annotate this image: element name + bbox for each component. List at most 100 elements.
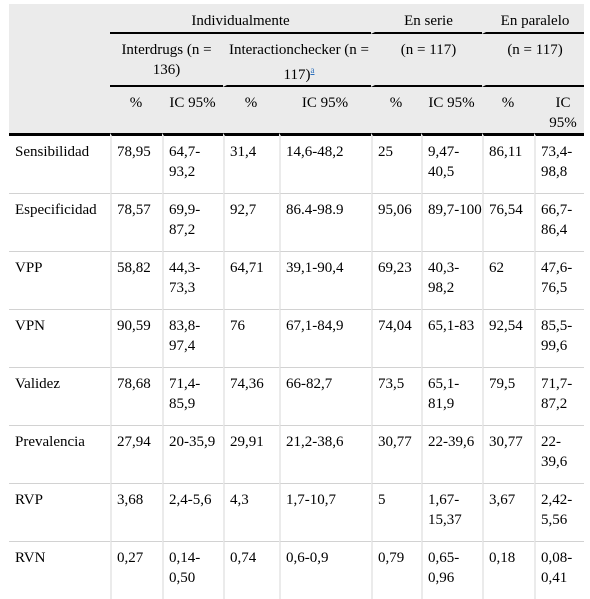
cell: 86,11 <box>482 133 535 193</box>
cell: 27,94 <box>110 425 162 483</box>
header-ic: IC 95% <box>279 87 371 133</box>
cell: 69,9-87,2 <box>162 193 223 251</box>
cell: 65,1-81,9 <box>421 367 483 425</box>
cell: 47,6-76,5 <box>534 251 585 309</box>
cell: 25 <box>371 133 421 193</box>
interactionchecker-label: Interactionchecker (n = 117) <box>228 42 370 83</box>
cell: 62 <box>482 251 535 309</box>
header-pct: % <box>371 87 421 133</box>
cell: 3,67 <box>482 483 535 541</box>
cell: 76 <box>223 309 279 367</box>
cell: 65,1-83 <box>421 309 483 367</box>
cell: 2,4-5,6 <box>162 483 223 541</box>
cell: 66-82,7 <box>279 367 371 425</box>
cell: 64,7-93,2 <box>162 133 223 193</box>
table-row: VPP 58,82 44,3-73,3 64,71 39,1-90,4 69,2… <box>9 251 585 309</box>
page: Individualmente En serie En paralelo Int… <box>9 4 585 599</box>
group-en-serie: En serie <box>371 4 483 34</box>
header-ic: IC 95% <box>421 87 483 133</box>
cell: 74,36 <box>223 367 279 425</box>
cell: 0,14-0,50 <box>162 541 223 599</box>
cell: 30,77 <box>371 425 421 483</box>
cell: 0,18 <box>482 541 535 599</box>
row-label: Validez <box>9 367 110 425</box>
table-row: Sensibilidad 78,95 64,7-93,2 31,4 14,6-4… <box>9 133 585 193</box>
cell: 76,54 <box>482 193 535 251</box>
cell: 0,74 <box>223 541 279 599</box>
row-label: RVN <box>9 541 110 599</box>
header-interdrugs: Interdrugs (n = 136) <box>110 34 223 87</box>
row-label: Especificidad <box>9 193 110 251</box>
header-paralelo-n: (n = 117) <box>482 34 585 87</box>
cell: 83,8-97,4 <box>162 309 223 367</box>
cell: 22-39,6 <box>421 425 483 483</box>
cell: 14,6-48,2 <box>279 133 371 193</box>
cell: 0,27 <box>110 541 162 599</box>
header-pct: % <box>223 87 279 133</box>
cell: 29,91 <box>223 425 279 483</box>
cell: 0,79 <box>371 541 421 599</box>
cell: 21,2-38,6 <box>279 425 371 483</box>
cell: 92,7 <box>223 193 279 251</box>
header-ic: IC 95% <box>534 87 585 133</box>
row-label: Prevalencia <box>9 425 110 483</box>
cell: 20-35,9 <box>162 425 223 483</box>
cell: 73,4-98,8 <box>534 133 585 193</box>
cell: 0,65-0,96 <box>421 541 483 599</box>
header-serie-n: (n = 117) <box>371 34 483 87</box>
cell: 40,3-98,2 <box>421 251 483 309</box>
table-row: Prevalencia 27,94 20-35,9 29,91 21,2-38,… <box>9 425 585 483</box>
cell: 73,5 <box>371 367 421 425</box>
cell: 95,06 <box>371 193 421 251</box>
cell: 66,7-86,4 <box>534 193 585 251</box>
cell: 71,7-87,2 <box>534 367 585 425</box>
cell: 74,04 <box>371 309 421 367</box>
footnote-link[interactable]: a <box>310 65 315 75</box>
cell: 78,95 <box>110 133 162 193</box>
table-header: Individualmente En serie En paralelo Int… <box>9 4 585 133</box>
cell: 30,77 <box>482 425 535 483</box>
cell: 4,3 <box>223 483 279 541</box>
cell: 67,1-84,9 <box>279 309 371 367</box>
table-row: Especificidad 78,57 69,9-87,2 92,7 86.4-… <box>9 193 585 251</box>
row-label: VPP <box>9 251 110 309</box>
cell: 22-39,6 <box>534 425 585 483</box>
cell: 1,67-15,37 <box>421 483 483 541</box>
table-row: RVN 0,27 0,14-0,50 0,74 0,6-0,9 0,79 0,6… <box>9 541 585 599</box>
table-row: Validez 78,68 71,4-85,9 74,36 66-82,7 73… <box>9 367 585 425</box>
header-corner-3 <box>9 87 110 133</box>
cell: 39,1-90,4 <box>279 251 371 309</box>
cell: 89,7-100 <box>421 193 483 251</box>
group-individualmente: Individualmente <box>110 4 371 34</box>
cell: 78,57 <box>110 193 162 251</box>
cell: 78,68 <box>110 367 162 425</box>
table-row: RVP 3,68 2,4-5,6 4,3 1,7-10,7 5 1,67-15,… <box>9 483 585 541</box>
row-label: Sensibilidad <box>9 133 110 193</box>
cell: 9,47-40,5 <box>421 133 483 193</box>
cell: 85,5-99,6 <box>534 309 585 367</box>
cell: 64,71 <box>223 251 279 309</box>
cell: 79,5 <box>482 367 535 425</box>
cell: 90,59 <box>110 309 162 367</box>
cell: 0,6-0,9 <box>279 541 371 599</box>
header-pct: % <box>110 87 162 133</box>
header-interactionchecker: Interactionchecker (n = 117)a <box>223 34 371 87</box>
row-label: VPN <box>9 309 110 367</box>
header-corner <box>9 4 110 34</box>
table-body: Sensibilidad 78,95 64,7-93,2 31,4 14,6-4… <box>9 133 585 599</box>
header-corner-2 <box>9 34 110 87</box>
header-pct: % <box>482 87 535 133</box>
cell: 0,08-0,41 <box>534 541 585 599</box>
cell: 92,54 <box>482 309 535 367</box>
cell: 86.4-98.9 <box>279 193 371 251</box>
cell: 3,68 <box>110 483 162 541</box>
cell: 5 <box>371 483 421 541</box>
cell: 58,82 <box>110 251 162 309</box>
results-table: Individualmente En serie En paralelo Int… <box>9 4 585 599</box>
table-row: VPN 90,59 83,8-97,4 76 67,1-84,9 74,04 6… <box>9 309 585 367</box>
group-en-paralelo: En paralelo <box>482 4 585 34</box>
cell: 71,4-85,9 <box>162 367 223 425</box>
cell: 69,23 <box>371 251 421 309</box>
header-ic: IC 95% <box>162 87 223 133</box>
cell: 1,7-10,7 <box>279 483 371 541</box>
